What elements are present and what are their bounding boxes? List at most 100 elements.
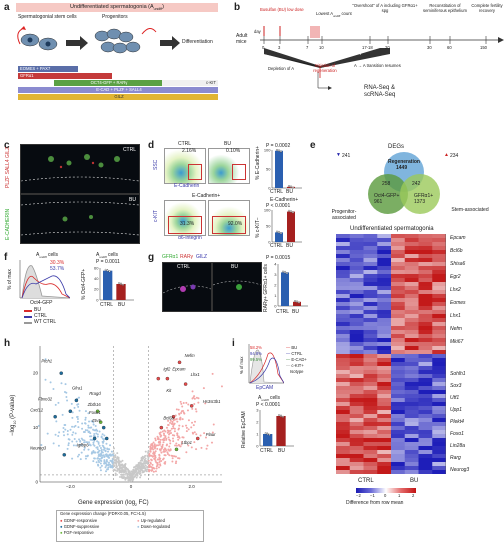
legend-gdnf-supp: ● GDNF-suppressive bbox=[60, 524, 100, 529]
gene-point bbox=[99, 447, 102, 450]
y-tick-label: 0 bbox=[268, 239, 271, 244]
image-g-ctrl-svg bbox=[163, 284, 211, 294]
gene-point bbox=[112, 465, 115, 468]
heatmap-cell bbox=[404, 342, 419, 347]
day-20: 20 bbox=[385, 45, 390, 50]
heatmap-cell bbox=[349, 422, 364, 427]
gene-point bbox=[71, 433, 74, 436]
heatmap-cell bbox=[377, 282, 392, 287]
day-10: 10 bbox=[319, 45, 324, 50]
reconstitution-label: Reconstitution of seminiferous epitheliu… bbox=[423, 3, 467, 13]
gene-point bbox=[103, 462, 106, 465]
gene-label: Neurog3 bbox=[450, 467, 470, 473]
gene-point bbox=[191, 421, 194, 424]
gene-point bbox=[132, 471, 135, 474]
heatmap-cell bbox=[418, 470, 433, 474]
heatmap-cell bbox=[377, 330, 392, 335]
heatmap-cell bbox=[391, 314, 406, 319]
data-point bbox=[282, 270, 284, 273]
heatmap-cell bbox=[432, 306, 446, 311]
heatmap-title: Undifferentiated spermatogonia bbox=[350, 226, 434, 232]
heatmap-cell bbox=[336, 426, 351, 431]
gene-point bbox=[195, 396, 198, 399]
heatmap-cell bbox=[391, 390, 406, 395]
gene-point bbox=[95, 432, 98, 435]
heatmap-cell bbox=[432, 326, 446, 331]
heatmap-cell bbox=[418, 234, 433, 239]
gene-point bbox=[174, 414, 177, 417]
gene-point bbox=[77, 426, 80, 429]
heatmap-cell bbox=[336, 414, 351, 419]
heatmap-cell bbox=[377, 454, 392, 459]
gene-point bbox=[112, 457, 115, 460]
heatmap-cell bbox=[336, 278, 351, 283]
heatmap-cell bbox=[377, 314, 392, 319]
marker-ecad: E-CAD + PLZF + SALL4 bbox=[18, 87, 218, 93]
heatmap-cell bbox=[349, 470, 364, 474]
ctrl-tag: CTRL bbox=[122, 147, 136, 153]
highlighted-gene bbox=[159, 425, 164, 430]
heatmap-cell bbox=[432, 294, 446, 299]
heatmap-cell bbox=[349, 434, 364, 439]
heatmap-cell bbox=[404, 258, 419, 263]
gene-point bbox=[180, 440, 183, 443]
gene-point bbox=[144, 450, 147, 453]
gene-point bbox=[153, 446, 156, 449]
bar2-title: E-Cadherin+ bbox=[270, 197, 299, 203]
heatmap-cell bbox=[377, 382, 392, 387]
heatmap-cell bbox=[377, 470, 392, 474]
gene-point bbox=[76, 417, 79, 420]
heatmap-cell bbox=[336, 342, 351, 347]
gene-point bbox=[140, 462, 143, 465]
gene-label: Bcl6b bbox=[163, 415, 174, 420]
heatmap-cell bbox=[404, 310, 419, 315]
gene-point bbox=[83, 448, 86, 451]
heatmap-cell bbox=[418, 282, 433, 287]
gene-point bbox=[170, 422, 173, 425]
y-tick-label: 50 bbox=[266, 166, 271, 171]
gene-label: Gfra1 bbox=[72, 386, 82, 391]
heatmap-cell bbox=[404, 334, 419, 339]
scale-tick: 1 bbox=[398, 493, 401, 498]
ckit-label: c-KIT bbox=[153, 210, 159, 222]
heatmap-cell bbox=[363, 290, 378, 295]
gene-point bbox=[193, 402, 196, 405]
data-point bbox=[290, 210, 292, 213]
heatmap-cell bbox=[391, 382, 406, 387]
heatmap-cell bbox=[349, 310, 364, 315]
gene-point bbox=[103, 460, 106, 463]
volcano-legend: Gene expression change (FDR<0.05, FC>1.5… bbox=[56, 510, 204, 542]
gene-point bbox=[91, 438, 94, 441]
data-point bbox=[106, 269, 109, 272]
gene-point bbox=[92, 441, 95, 444]
gene-point bbox=[155, 444, 158, 447]
ecad-pos-label: E-Cadherin+ bbox=[192, 193, 221, 199]
heatmap-cell bbox=[377, 350, 392, 355]
gene-point bbox=[190, 446, 193, 449]
gene-point bbox=[154, 437, 157, 440]
scale-tick: 2 bbox=[412, 493, 415, 498]
gene-point bbox=[96, 457, 99, 460]
heatmap-cell bbox=[391, 402, 406, 407]
gene-label: Plaur bbox=[206, 432, 216, 437]
heatmap-cell bbox=[363, 342, 378, 347]
heatmap-cell bbox=[432, 246, 446, 251]
progenitors-label: Progenitors bbox=[102, 14, 128, 20]
panel-h: h Ptch1 Gfra1 Fbxo32 Cxcl12 Neurog3 Igfbp6 Rra… bbox=[0, 338, 230, 543]
gene-point bbox=[83, 439, 86, 442]
heatmap-cell bbox=[432, 250, 446, 255]
heatmap-cell bbox=[363, 266, 378, 271]
gene-point bbox=[93, 451, 96, 454]
heatmap-cell bbox=[404, 326, 419, 331]
heatmap-cell bbox=[363, 338, 378, 343]
gene-point bbox=[155, 467, 158, 470]
gene-point bbox=[119, 464, 122, 467]
heatmap-cell bbox=[391, 342, 406, 347]
gene-point bbox=[66, 430, 69, 433]
gene-point bbox=[126, 468, 129, 471]
gene-label: Ltbp1 bbox=[182, 440, 192, 445]
y-tick-label: 2 bbox=[256, 419, 259, 424]
gene-point bbox=[203, 432, 206, 435]
bar bbox=[275, 232, 283, 242]
heatmap-cell bbox=[349, 466, 364, 471]
